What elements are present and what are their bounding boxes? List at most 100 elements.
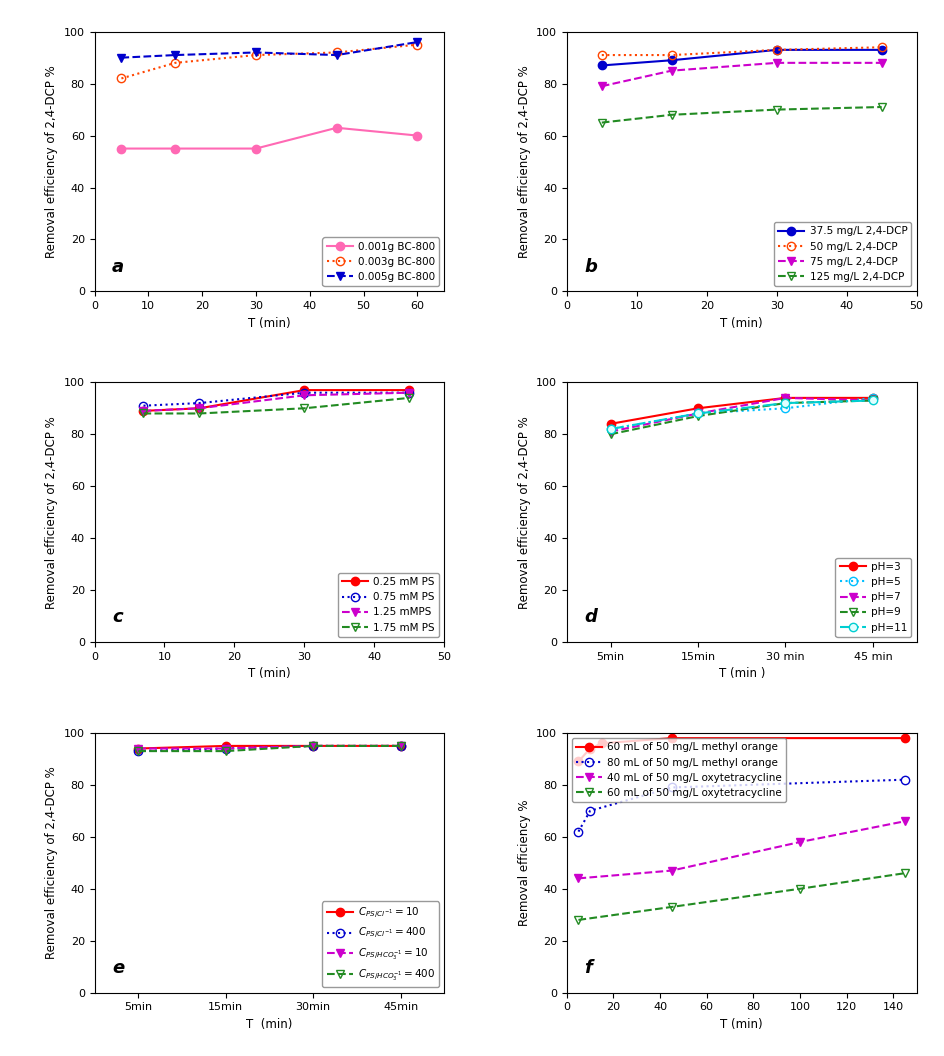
X-axis label: T (min): T (min) [248,317,291,329]
0.001g BC-800 [115,143,126,155]
Text: e: e [112,959,124,977]
X-axis label: T (min): T (min) [248,667,291,680]
pH=9 [604,428,615,440]
75 mg/L 2,4-DCP [596,80,607,93]
40 mL of 50 mg/L oxytetracycline [666,864,677,876]
Text: a: a [112,258,124,276]
0.001g BC-800 [330,121,342,134]
Line: 0.25 mM PS: 0.25 mM PS [139,385,413,415]
40 mL of 50 mg/L oxytetracycline [572,872,583,885]
C_PS/HCO_3^{-1}=400 [220,744,231,757]
C_PS/HCO_3^{-1}=10 [132,742,143,755]
60 mL of 50 mg/L methyl orange [899,732,910,744]
60 mL of 50 mg/L oxytetracycline [899,867,910,880]
1.75 mM PS [298,402,310,415]
pH=3 [867,392,878,404]
50 mg/L 2,4-DCP [770,43,782,56]
0.005g BC-800 [330,49,342,61]
Y-axis label: Removal efficiency of 2,4-DCP %: Removal efficiency of 2,4-DCP % [517,416,530,608]
Line: 60 mL of 50 mg/L methyl orange: 60 mL of 50 mg/L methyl orange [574,734,908,766]
Line: C_PS/Cl^{-1}=10: C_PS/Cl^{-1}=10 [134,741,404,753]
80 mL of 50 mg/L methyl orange [583,805,595,817]
Line: 40 mL of 50 mg/L oxytetracycline: 40 mL of 50 mg/L oxytetracycline [574,817,908,883]
60 mL of 50 mg/L methyl orange [583,742,595,755]
0.003g BC-800 [250,49,261,61]
Line: 1.25 mMPS: 1.25 mMPS [139,389,413,415]
pH=3 [779,392,790,404]
60 mL of 50 mg/L methyl orange [596,737,607,750]
50 mg/L 2,4-DCP [596,49,607,61]
pH=9 [779,397,790,410]
80 mL of 50 mg/L methyl orange [899,773,910,786]
C_PS/HCO_3^{-1}=400 [395,739,406,752]
50 mg/L 2,4-DCP [875,41,886,54]
C_PS/HCO_3^{-1}=10 [220,742,231,755]
Line: 125 mg/L 2,4-DCP: 125 mg/L 2,4-DCP [597,102,885,127]
125 mg/L 2,4-DCP [666,109,677,121]
C_PS/HCO_3^{-1}=10 [307,739,318,752]
Line: 0.75 mM PS: 0.75 mM PS [139,389,413,410]
Y-axis label: Removal efficiency of 2,4-DCP %: Removal efficiency of 2,4-DCP % [45,65,59,258]
1.75 mM PS [403,392,414,404]
0.005g BC-800 [250,46,261,59]
Text: b: b [583,258,597,276]
X-axis label: T (min): T (min) [719,317,762,329]
C_PS/Cl^{-1}=10 [395,739,406,752]
37.5 mg/L 2,4-DCP [875,43,886,56]
pH=9 [867,394,878,407]
40 mL of 50 mg/L oxytetracycline [794,835,805,848]
75 mg/L 2,4-DCP [666,64,677,77]
C_PS/Cl^{-1}=400 [132,744,143,757]
X-axis label: T (min ): T (min ) [717,667,764,680]
C_PS/HCO_3^{-1}=400 [132,744,143,757]
0.005g BC-800 [412,36,423,49]
C_PS/Cl^{-1}=400 [395,739,406,752]
125 mg/L 2,4-DCP [875,100,886,113]
pH=3 [604,417,615,430]
0.005g BC-800 [115,52,126,64]
0.003g BC-800 [169,57,180,70]
0.005g BC-800 [169,49,180,61]
pH=3 [692,402,703,415]
pH=5 [867,392,878,404]
pH=5 [692,408,703,420]
Line: 1.75 mM PS: 1.75 mM PS [139,394,413,417]
Line: pH=5: pH=5 [606,394,876,433]
pH=5 [779,402,790,415]
125 mg/L 2,4-DCP [596,116,607,129]
C_PS/HCO_3^{-1}=10 [395,739,406,752]
Legend: 0.001g BC-800, 0.003g BC-800, 0.005g BC-800: 0.001g BC-800, 0.003g BC-800, 0.005g BC-… [322,238,439,286]
75 mg/L 2,4-DCP [770,57,782,70]
X-axis label: T (min): T (min) [719,1018,762,1031]
Legend: 37.5 mg/L 2,4-DCP, 50 mg/L 2,4-DCP, 75 mg/L 2,4-DCP, 125 mg/L 2,4-DCP: 37.5 mg/L 2,4-DCP, 50 mg/L 2,4-DCP, 75 m… [773,222,910,286]
0.003g BC-800 [115,72,126,84]
pH=11 [867,394,878,407]
0.75 mM PS [403,386,414,399]
Line: 60 mL of 50 mg/L oxytetracycline: 60 mL of 50 mg/L oxytetracycline [574,869,908,924]
0.001g BC-800 [169,143,180,155]
0.25 mM PS [194,402,205,415]
0.75 mM PS [194,397,205,410]
Text: d: d [583,608,597,626]
Line: pH=11: pH=11 [606,396,876,433]
pH=11 [779,397,790,410]
0.25 mM PS [403,383,414,396]
0.25 mM PS [298,383,310,396]
Line: 0.003g BC-800: 0.003g BC-800 [117,40,421,82]
pH=7 [604,426,615,438]
50 mg/L 2,4-DCP [666,49,677,61]
Line: pH=7: pH=7 [606,394,876,436]
125 mg/L 2,4-DCP [770,103,782,116]
60 mL of 50 mg/L oxytetracycline [794,883,805,895]
Legend: 60 mL of 50 mg/L methyl orange, 80 mL of 50 mg/L methyl orange, 40 mL of 50 mg/L: 60 mL of 50 mg/L methyl orange, 80 mL of… [571,738,785,803]
0.003g BC-800 [330,46,342,59]
Line: 37.5 mg/L 2,4-DCP: 37.5 mg/L 2,4-DCP [597,45,885,70]
Line: C_PS/HCO_3^{-1}=400: C_PS/HCO_3^{-1}=400 [134,741,404,755]
Line: pH=3: pH=3 [606,394,876,428]
Line: pH=9: pH=9 [606,396,876,438]
Line: 0.005g BC-800: 0.005g BC-800 [117,38,421,62]
60 mL of 50 mg/L methyl orange [572,755,583,768]
pH=7 [867,394,878,407]
pH=7 [779,392,790,404]
pH=5 [604,422,615,435]
